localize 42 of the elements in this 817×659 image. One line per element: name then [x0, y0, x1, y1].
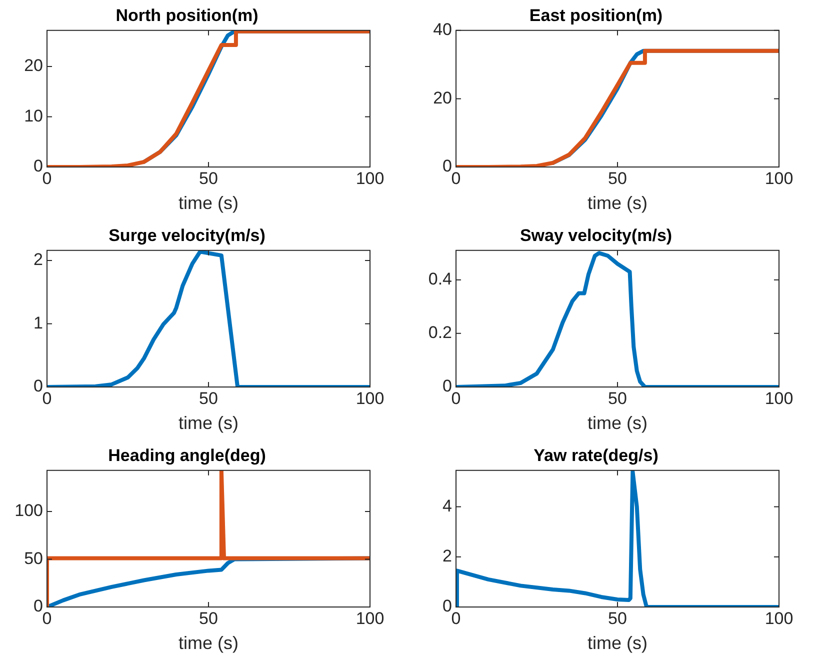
y-tick-label: 100: [14, 501, 43, 520]
chart-title: Heading angle(deg): [108, 446, 266, 465]
y-tick-label: 0: [34, 596, 43, 616]
x-tick-label: 100: [764, 168, 794, 188]
y-tick-label: 0: [34, 156, 43, 176]
x-axis-title: time (s): [588, 193, 648, 214]
chart-title: North position(m): [116, 6, 258, 25]
y-tick-label: 1: [34, 313, 43, 332]
chart-title: Surge velocity(m/s): [108, 226, 266, 245]
y-tick-label: 20: [433, 88, 452, 108]
x-tick-label: 50: [199, 388, 218, 408]
x-tick-label: 50: [199, 608, 218, 628]
y-tick-label: 0: [442, 596, 452, 616]
y-tick-label: 20: [24, 56, 43, 76]
y-tick-label: 0: [34, 376, 43, 396]
y-tick-label: 2: [442, 546, 452, 566]
y-tick-label: 4: [442, 496, 452, 516]
x-axis-title: time (s): [178, 633, 238, 654]
x-axis-title: time (s): [178, 413, 238, 434]
x-tick-label: 100: [764, 388, 794, 408]
y-tick-label: 50: [24, 548, 43, 568]
y-tick-label: 10: [24, 106, 43, 126]
x-tick-label: 100: [356, 608, 384, 628]
chart-title: Yaw rate(deg/s): [534, 446, 658, 465]
y-tick-label: 0.4: [428, 270, 452, 289]
x-axis-title: time (s): [588, 633, 648, 654]
y-tick-label: 0: [442, 376, 452, 396]
x-tick-label: 50: [608, 388, 627, 408]
chart-title: Sway velocity(m/s): [520, 226, 672, 245]
x-tick-label: 100: [764, 608, 794, 628]
y-tick-label: 2: [34, 250, 43, 270]
x-axis-title: time (s): [588, 413, 648, 434]
chart-title: East position(m): [529, 6, 663, 25]
x-tick-label: 50: [608, 168, 627, 188]
x-tick-label: 50: [608, 608, 627, 628]
x-axis-title: time (s): [178, 193, 238, 214]
x-tick-label: 100: [356, 168, 384, 188]
x-tick-label: 100: [356, 388, 384, 408]
x-tick-label: 50: [199, 168, 218, 188]
y-tick-label: 0: [442, 156, 452, 176]
y-tick-label: 0.2: [428, 323, 452, 342]
y-tick-label: 40: [433, 20, 452, 40]
